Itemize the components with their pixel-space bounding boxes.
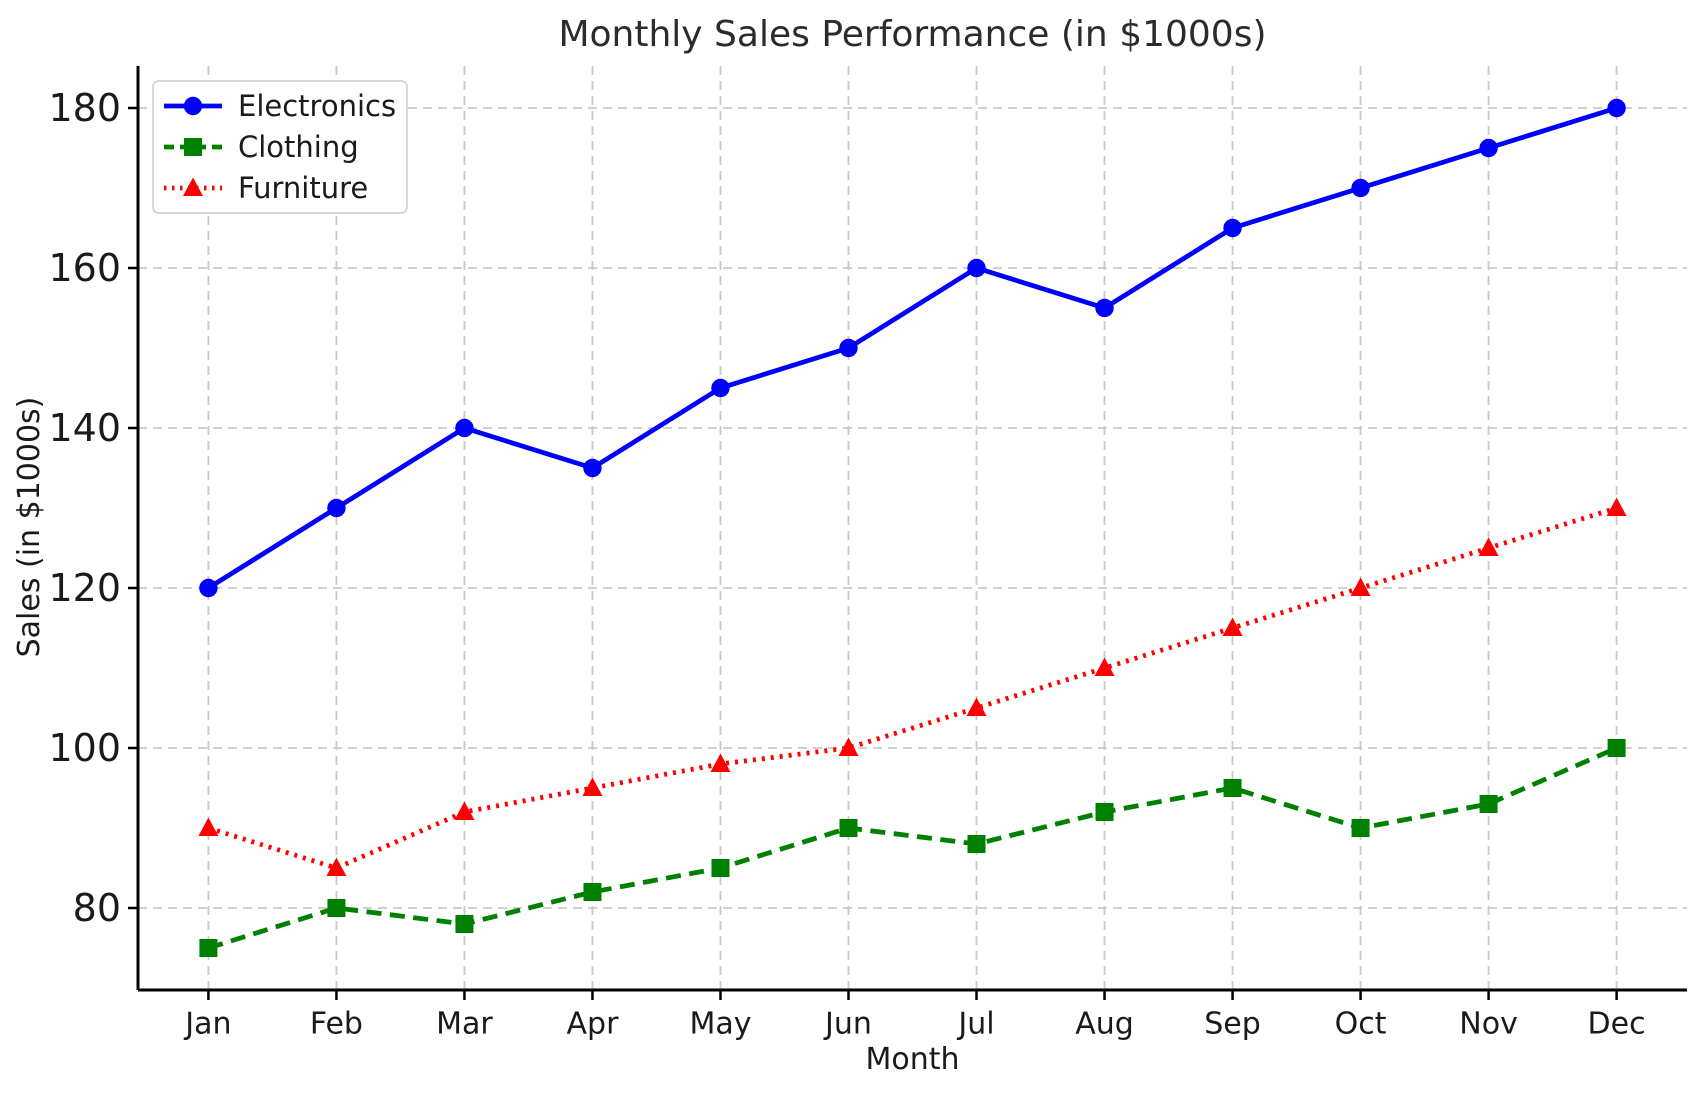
x-tick-label: Jul — [956, 1007, 994, 1042]
marker-triangle — [838, 737, 859, 756]
marker-circle — [1479, 138, 1498, 158]
y-tick-label: 140 — [48, 406, 121, 450]
marker-triangle — [1222, 617, 1243, 636]
chart-title: Monthly Sales Performance (in $1000s) — [558, 14, 1267, 55]
y-tick-label: 100 — [48, 726, 121, 770]
x-tick-label: Aug — [1075, 1007, 1134, 1042]
marker-triangle — [582, 777, 603, 796]
marker-triangle — [710, 753, 731, 772]
legend-line-sample — [164, 137, 222, 156]
marker-circle — [1095, 298, 1114, 318]
y-tick-label: 120 — [48, 566, 121, 610]
legend-line-sample — [164, 177, 222, 196]
marker-triangle — [1606, 497, 1627, 516]
marker-square — [327, 899, 346, 917]
legend-line-sample — [164, 97, 222, 116]
marker-circle — [199, 578, 218, 598]
marker-circle — [583, 458, 602, 478]
legend: Electronics Clothing Furniture — [152, 80, 408, 214]
marker-circle — [455, 418, 474, 438]
x-tick-label: May — [689, 1007, 751, 1042]
x-tick-label: Dec — [1588, 1007, 1646, 1042]
legend-marker-square — [184, 137, 202, 156]
y-tick-label: 160 — [48, 246, 121, 290]
x-tick-label: Feb — [310, 1007, 363, 1042]
marker-triangle — [454, 801, 475, 820]
marker-circle — [711, 378, 730, 398]
marker-square — [1095, 803, 1114, 821]
legend-label: Furniture — [238, 170, 369, 205]
marker-square — [1223, 779, 1242, 797]
marker-circle — [967, 258, 986, 278]
series-line-furniture — [207, 505, 1618, 871]
marker-square — [839, 819, 858, 837]
x-tick-label: Jan — [183, 1007, 231, 1042]
legend-item-clothing: Clothing — [162, 130, 398, 164]
marker-square — [1351, 819, 1370, 837]
legend-label: Clothing — [238, 129, 359, 164]
legend-marker-circle — [183, 97, 203, 116]
marker-triangle — [1350, 577, 1371, 596]
legend-item-furniture: Furniture — [162, 171, 398, 205]
y-tick-label: 180 — [48, 86, 121, 130]
series-line-clothing — [207, 745, 1618, 951]
marker-triangle — [1094, 657, 1115, 676]
marker-circle — [1223, 218, 1242, 238]
x-tick-label: Sep — [1204, 1007, 1261, 1042]
marker-square — [967, 835, 986, 853]
x-tick-label: Jun — [823, 1007, 872, 1042]
x-tick-label: Mar — [436, 1007, 493, 1042]
x-axis-label: Month — [865, 1042, 960, 1077]
x-tick-label: Nov — [1459, 1007, 1518, 1042]
marker-square — [1479, 795, 1498, 813]
marker-square — [711, 859, 730, 877]
marker-circle — [327, 498, 346, 518]
legend-label: Electronics — [238, 89, 397, 124]
marker-circle — [1351, 178, 1370, 198]
x-tick-label: Apr — [567, 1007, 620, 1042]
legend-marker-triangle — [183, 177, 203, 196]
marker-circle — [1607, 98, 1626, 118]
y-tick-label: 80 — [73, 886, 121, 930]
marker-square — [199, 939, 218, 957]
series-line-electronics — [207, 105, 1618, 591]
marker-square — [1607, 739, 1626, 757]
legend-item-electronics: Electronics — [162, 89, 398, 123]
marker-triangle — [1478, 537, 1499, 556]
marker-square — [583, 883, 602, 901]
marker-triangle — [966, 697, 987, 716]
marker-circle — [839, 338, 858, 358]
marker-triangle — [198, 817, 219, 836]
marker-triangle — [326, 857, 347, 876]
marker-square — [455, 915, 474, 933]
x-tick-label: Oct — [1335, 1007, 1387, 1042]
